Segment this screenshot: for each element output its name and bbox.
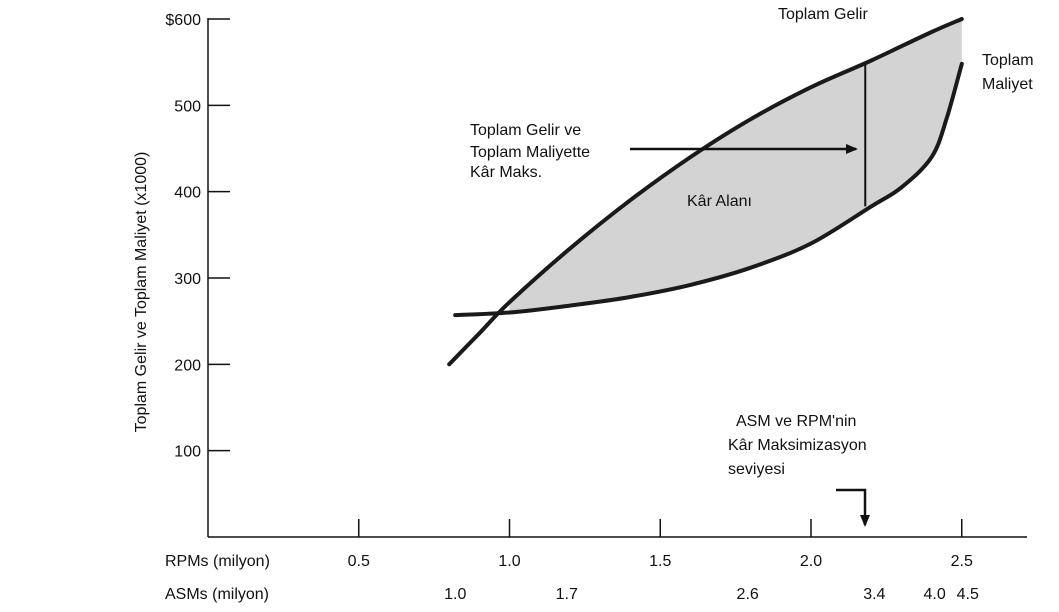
level-label-line3: seviyesi xyxy=(728,461,785,478)
asm-tick-label: 1.7 xyxy=(556,586,578,603)
series-line-toplam-maliyet xyxy=(453,61,964,318)
rpm-tick-label: 1.5 xyxy=(649,553,671,570)
cost-series-label-line1: Toplam xyxy=(982,52,1034,69)
asm-tick-label: 4.5 xyxy=(957,586,979,603)
y-tick-label: 100 xyxy=(174,444,201,461)
asm-tick-label: 3.4 xyxy=(863,586,885,603)
asm-tick-label: 2.6 xyxy=(737,586,759,603)
series-line-toplam-gelir xyxy=(447,17,964,367)
profit-max-label-line2: Toplam Maliyette xyxy=(470,144,590,161)
rpm-tick-label: 1.0 xyxy=(498,553,520,570)
asm-tick-label: 1.0 xyxy=(444,586,466,603)
cost-series-label-line2: Maliyet xyxy=(982,76,1033,93)
series-lines xyxy=(447,17,964,367)
y-tick-label: 300 xyxy=(174,271,201,288)
rpm-tick-label: 0.5 xyxy=(348,553,370,570)
profit-max-label-line3: Kâr Maks. xyxy=(470,164,542,181)
profit-area xyxy=(509,19,962,313)
asm-tick-label: 4.0 xyxy=(923,586,945,603)
profit-area-fill xyxy=(509,19,962,313)
y-ticks: 100 200 300 400 500 $600 xyxy=(165,12,230,461)
y-tick-label: 200 xyxy=(174,357,201,374)
level-label-line1: ASM ve RPM'nin xyxy=(736,413,856,430)
level-label-line2: Kâr Maksimizasyon xyxy=(728,437,867,454)
rpm-tick-label: 2.0 xyxy=(800,553,822,570)
level-arrow xyxy=(836,488,870,527)
y-axis-title: Toplam Gelir ve Toplam Maliyet (x1000) xyxy=(133,152,150,433)
y-tick-label: 500 xyxy=(174,98,201,115)
rpm-axis-label: RPMs (milyon) xyxy=(165,553,270,570)
profit-area-label: Kâr Alanı xyxy=(687,193,752,210)
profit-max-label-line1: Toplam Gelir ve xyxy=(470,122,581,139)
x-ticks: 0.5 1.0 1.5 2.0 2.5 1.0 1.7 2.6 3.4 4.0 4.5 xyxy=(348,519,979,603)
asm-axis-label: ASMs (milyon) xyxy=(165,586,269,603)
y-tick-label: $600 xyxy=(165,12,201,29)
revenue-series-label: Toplam Gelir xyxy=(778,6,868,23)
y-tick-label: 400 xyxy=(174,185,201,202)
rpm-tick-label: 2.5 xyxy=(951,553,973,570)
